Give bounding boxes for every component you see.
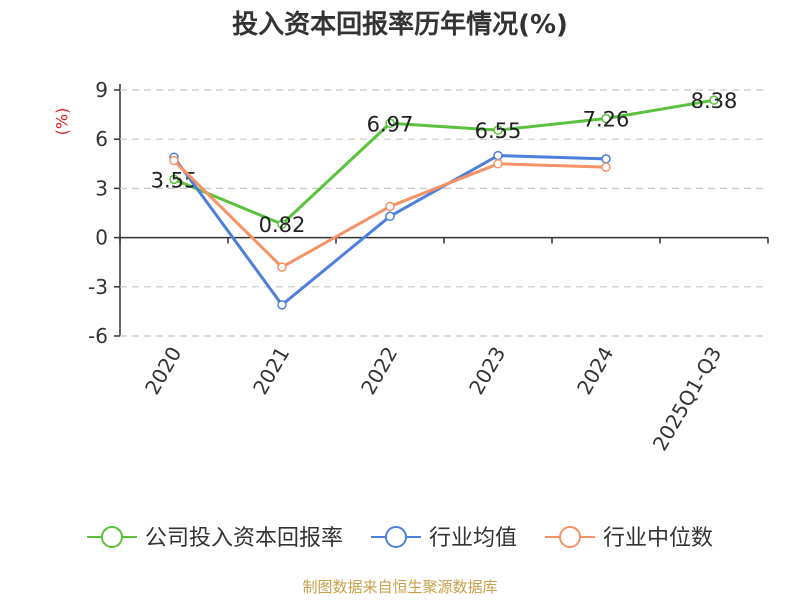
data-label: 6.55: [475, 119, 522, 143]
source-footer: 制图数据来自恒生聚源数据库: [302, 578, 498, 596]
data-point: [709, 95, 719, 105]
data-point: [601, 162, 611, 172]
data-point: [277, 219, 287, 229]
data-point: [493, 125, 503, 135]
y-tick-label: 6: [95, 127, 108, 151]
legend-label: 行业均值: [429, 526, 517, 551]
data-point: [169, 174, 179, 185]
data-point: [277, 300, 287, 310]
legend-marker: [559, 526, 582, 548]
legend-label: 公司投入资本回报率: [145, 526, 343, 551]
x-tick-label: 2025Q1-Q3: [648, 343, 727, 455]
data-label: 0.82: [259, 213, 306, 237]
data-point: [601, 154, 611, 164]
x-tick-label: 2023: [464, 343, 510, 399]
legend-marker: [384, 526, 407, 548]
legend-label: 行业中位数: [603, 526, 713, 551]
data-point: [493, 150, 503, 161]
y-tick-label: 3: [95, 176, 108, 200]
data-label: 8.38: [691, 89, 738, 113]
x-tick-label: 2021: [248, 343, 294, 399]
series-line-2: [172, 154, 607, 307]
data-label: 6.97: [367, 112, 414, 136]
data-point: [493, 159, 503, 169]
data-point: [169, 155, 179, 166]
x-tick-label: 2020: [140, 343, 186, 399]
data-point: [385, 118, 395, 129]
y-tick-label: 0: [95, 226, 108, 250]
series-line-1: [173, 98, 715, 226]
x-tick-label: 2022: [356, 343, 402, 399]
y-tick-label: -6: [88, 324, 108, 348]
y-tick-label: 9: [95, 78, 108, 102]
data-point: [385, 211, 395, 222]
chart-title: 投入资本回报率历年情况(%): [232, 10, 568, 40]
data-point: [601, 113, 611, 124]
data-point: [385, 201, 395, 212]
data-label: 7.26: [583, 108, 630, 132]
y-tick-label: -3: [88, 275, 108, 299]
legend-marker: [100, 526, 123, 548]
data-point: [277, 262, 287, 272]
x-tick-label: 2024: [572, 343, 618, 399]
